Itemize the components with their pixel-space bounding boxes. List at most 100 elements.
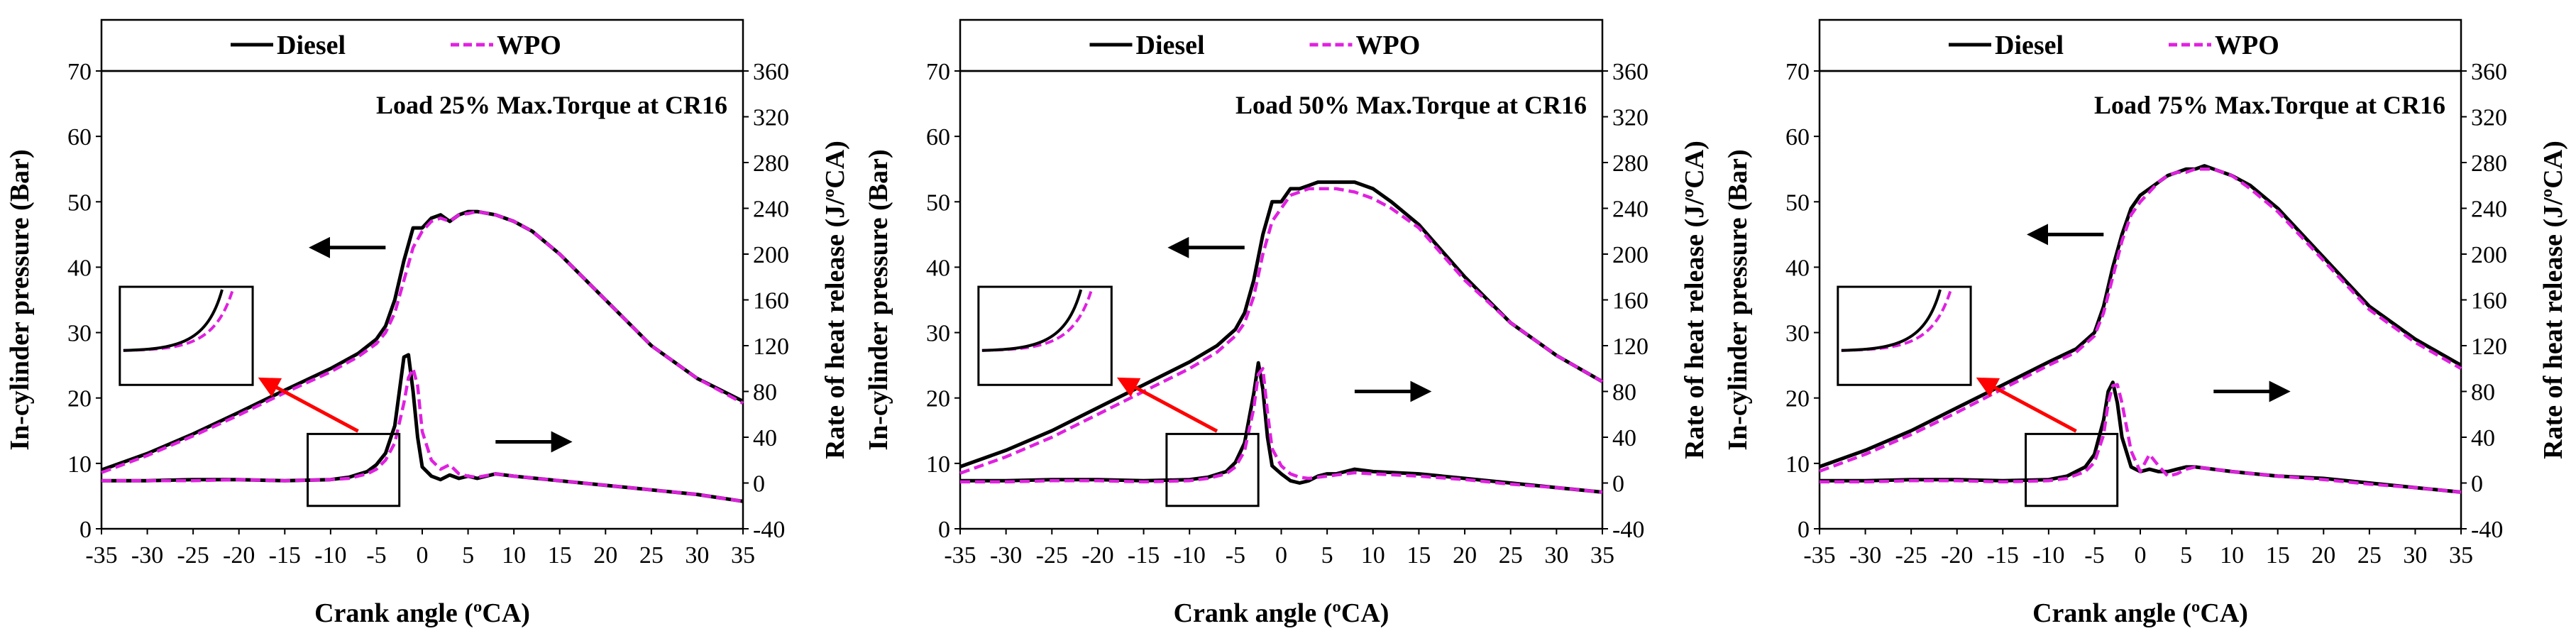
right-tick-label: 320: [2471, 105, 2507, 131]
right-y-axis-title: Rate of heat release (J/ºCA): [2538, 141, 2568, 459]
load-annotation: Load 75% Max.Torque at CR16: [2094, 91, 2445, 119]
inset-diesel-curve: [981, 289, 1083, 352]
x-tick-label: -35: [85, 542, 117, 569]
right-tick-label: 200: [2471, 242, 2507, 268]
right-tick-label: 80: [753, 380, 777, 406]
x-tick-label: 10: [502, 542, 526, 569]
x-axis-title: Crank angle (ºCA): [1174, 598, 1389, 628]
left-tick-label: 10: [1785, 451, 1810, 478]
left-tick-label: 70: [1785, 59, 1810, 85]
right-tick-label: 200: [753, 242, 789, 268]
x-tick-label: 0: [417, 542, 429, 569]
x-tick-label: 35: [731, 542, 755, 569]
legend-label-wpo: WPO: [497, 31, 561, 60]
left-tick-label: 40: [926, 255, 950, 281]
left-tick-label: 30: [926, 321, 950, 347]
left-y-axis-title: In-cylinder pressure (Bar): [864, 149, 893, 450]
x-tick-label: 25: [1499, 542, 1523, 569]
x-tick-label: 30: [2403, 542, 2427, 569]
left-tick-label: 20: [926, 386, 950, 412]
x-tick-label: -5: [1226, 542, 1245, 569]
wpo-heat-release-line: [1820, 383, 2462, 494]
inset-wpo-curve: [1841, 289, 1952, 352]
x-tick-label: -5: [2084, 542, 2104, 569]
left-tick-label: 70: [926, 59, 950, 85]
right-tick-label: 240: [2471, 197, 2507, 223]
right-tick-label: 0: [2471, 471, 2483, 498]
right-tick-label: 240: [753, 197, 789, 223]
zoom-inset-box: [119, 285, 254, 386]
x-tick-label: 0: [2135, 542, 2147, 569]
left-tick-label: 70: [67, 59, 92, 85]
left-tick-label: 10: [926, 451, 950, 478]
legend-box: [959, 18, 1604, 72]
right-tick-label: 120: [2471, 334, 2507, 360]
x-tick-label: 15: [2266, 542, 2290, 569]
x-tick-label: 10: [2220, 542, 2244, 569]
zoom-pointer-arrow: [258, 377, 359, 433]
left-tick-label: 30: [1785, 321, 1810, 347]
wpo-pressure-line: [1819, 167, 2462, 473]
left-tick-label: 50: [1785, 190, 1810, 216]
left-tick-label: 20: [67, 386, 92, 412]
left-tick-label: 50: [926, 190, 950, 216]
inset-diesel-curve: [123, 289, 224, 352]
x-tick-label: -15: [269, 542, 301, 569]
x-tick-label: 25: [639, 542, 664, 569]
x-tick-label: -30: [131, 542, 163, 569]
right-tick-label: 160: [753, 288, 789, 314]
right-tick-label: 320: [753, 105, 789, 131]
x-tick-label: -25: [1895, 542, 1927, 569]
x-tick-label: -15: [1128, 542, 1160, 569]
diesel-heat-release-line: [1820, 380, 2462, 494]
legend-box: [100, 18, 744, 72]
chart-panel-1: Diesel WPO010203040506070-400408012016020…: [5, 18, 850, 628]
left-tick-label: 0: [1798, 517, 1810, 543]
x-tick-label: 5: [1321, 542, 1333, 569]
right-tick-label: 360: [2471, 59, 2507, 85]
zoom-inset-box: [1837, 285, 1972, 386]
left-tick-label: 60: [1785, 124, 1810, 150]
right-tick-label: 0: [1612, 471, 1624, 498]
legend-box: [1818, 18, 2462, 72]
chart-panel-2: Diesel WPO010203040506070-400408012016020…: [864, 18, 1710, 628]
x-tick-label: 0: [1275, 542, 1287, 569]
right-tick-label: 200: [1612, 242, 1648, 268]
right-tick-label: 280: [1612, 150, 1648, 177]
x-tick-label: -35: [944, 542, 976, 569]
x-tick-label: -25: [177, 542, 209, 569]
x-tick-label: -30: [1849, 542, 1881, 569]
right-tick-label: 320: [1612, 105, 1648, 131]
right-tick-label: -40: [2471, 517, 2503, 543]
inset-wpo-curve: [123, 289, 234, 352]
x-tick-label: 10: [1361, 542, 1385, 569]
right-tick-label: 160: [2471, 288, 2507, 314]
inset-diesel-curve: [1841, 289, 1942, 352]
x-tick-label: 35: [1590, 542, 1614, 569]
chart-panel-3: Diesel WPO010203040506070-400408012016020…: [1723, 18, 2568, 628]
left-tick-label: 60: [926, 124, 950, 150]
left-tick-label: 20: [1785, 386, 1810, 412]
legend-label-diesel: Diesel: [1136, 31, 1205, 60]
right-tick-label: 280: [2471, 150, 2507, 177]
x-axis-title: Crank angle (ºCA): [314, 598, 530, 628]
x-tick-label: 5: [462, 542, 474, 569]
right-tick-label: -40: [753, 517, 785, 543]
x-tick-label: -25: [1036, 542, 1068, 569]
zoom-region-box: [1165, 432, 1260, 507]
right-tick-label: 240: [1612, 197, 1648, 223]
wpo-heat-release-line: [960, 367, 1603, 494]
x-tick-label: 30: [685, 542, 709, 569]
right-tick-label: 360: [753, 59, 789, 85]
load-annotation: Load 50% Max.Torque at CR16: [1235, 91, 1587, 119]
right-tick-label: 120: [753, 334, 789, 360]
right-tick-label: 160: [1612, 288, 1648, 314]
x-tick-label: 15: [1407, 542, 1431, 569]
x-tick-label: 25: [2357, 542, 2382, 569]
x-tick-label: -5: [366, 542, 386, 569]
legend-label-wpo: WPO: [2215, 31, 2279, 60]
left-tick-label: 40: [67, 255, 92, 281]
zoom-region-box: [307, 432, 401, 507]
right-tick-label: 120: [1612, 334, 1648, 360]
